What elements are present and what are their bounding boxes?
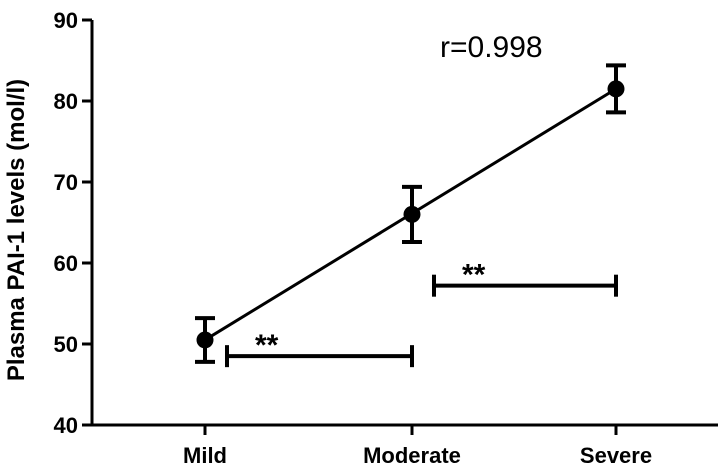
x-tick-label: Moderate: [363, 443, 461, 468]
y-tick-label: 50: [54, 332, 78, 357]
y-axis-title: Plasma PAI-1 levels (mol/l): [3, 79, 30, 381]
data-point: [196, 331, 214, 349]
x-tick-label: Severe: [580, 443, 652, 468]
x-tick-label: Mild: [183, 443, 227, 468]
y-tick-label: 40: [54, 413, 78, 438]
y-tick-label: 60: [54, 251, 78, 276]
y-tick-label: 80: [54, 89, 78, 114]
significance-label: **: [462, 259, 486, 292]
data-point: [607, 80, 625, 98]
y-tick-label: 70: [54, 170, 78, 195]
correlation-annotation: r=0.998: [440, 31, 543, 64]
data-point: [403, 205, 421, 223]
chart-marks: ** **: [195, 63, 626, 368]
significance-label: **: [255, 329, 279, 362]
y-tick-label: 90: [54, 8, 78, 33]
axes: 40 50 60 70 80 90 Mild Moderate Severe: [54, 8, 718, 468]
